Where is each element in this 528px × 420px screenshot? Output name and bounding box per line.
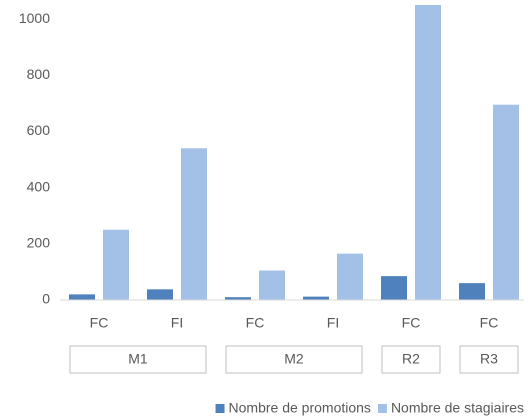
group-box: [381, 345, 441, 374]
bar: [225, 297, 251, 300]
bar: [147, 289, 173, 300]
bar: [103, 229, 129, 300]
bar: [415, 5, 441, 300]
bar: [381, 276, 407, 300]
x-tick-label: FC: [246, 315, 265, 331]
x-tick-label: FC: [480, 315, 499, 331]
legend-label: Nombre de promotions: [229, 400, 371, 416]
x-tick-label: FI: [171, 315, 183, 331]
bar: [337, 253, 363, 300]
group-label: R2: [402, 351, 420, 367]
bar: [259, 270, 285, 300]
bar: [303, 296, 329, 300]
group-label: M1: [128, 351, 148, 367]
bar: [459, 283, 485, 300]
bar: [69, 294, 95, 300]
bar: [181, 148, 207, 300]
x-tick-label: FC: [90, 315, 109, 331]
y-tick-label: 600: [27, 122, 51, 138]
group-box: [225, 345, 363, 374]
group-box: [459, 345, 519, 374]
legend-swatch: [215, 404, 225, 413]
y-tick-label: 0: [42, 291, 50, 307]
group-label: R3: [480, 351, 498, 367]
x-tick-label: FC: [402, 315, 421, 331]
y-tick-label: 800: [27, 66, 51, 82]
group-box: [69, 345, 207, 374]
y-tick-label: 1000: [19, 10, 50, 26]
legend-label: Nombre de stagiaires: [391, 400, 524, 416]
legend-swatch: [377, 404, 387, 413]
y-tick-label: 200: [27, 235, 51, 251]
y-tick-label: 400: [27, 178, 51, 194]
bar: [493, 104, 519, 300]
x-tick-label: FI: [327, 315, 339, 331]
group-label: M2: [284, 351, 304, 367]
